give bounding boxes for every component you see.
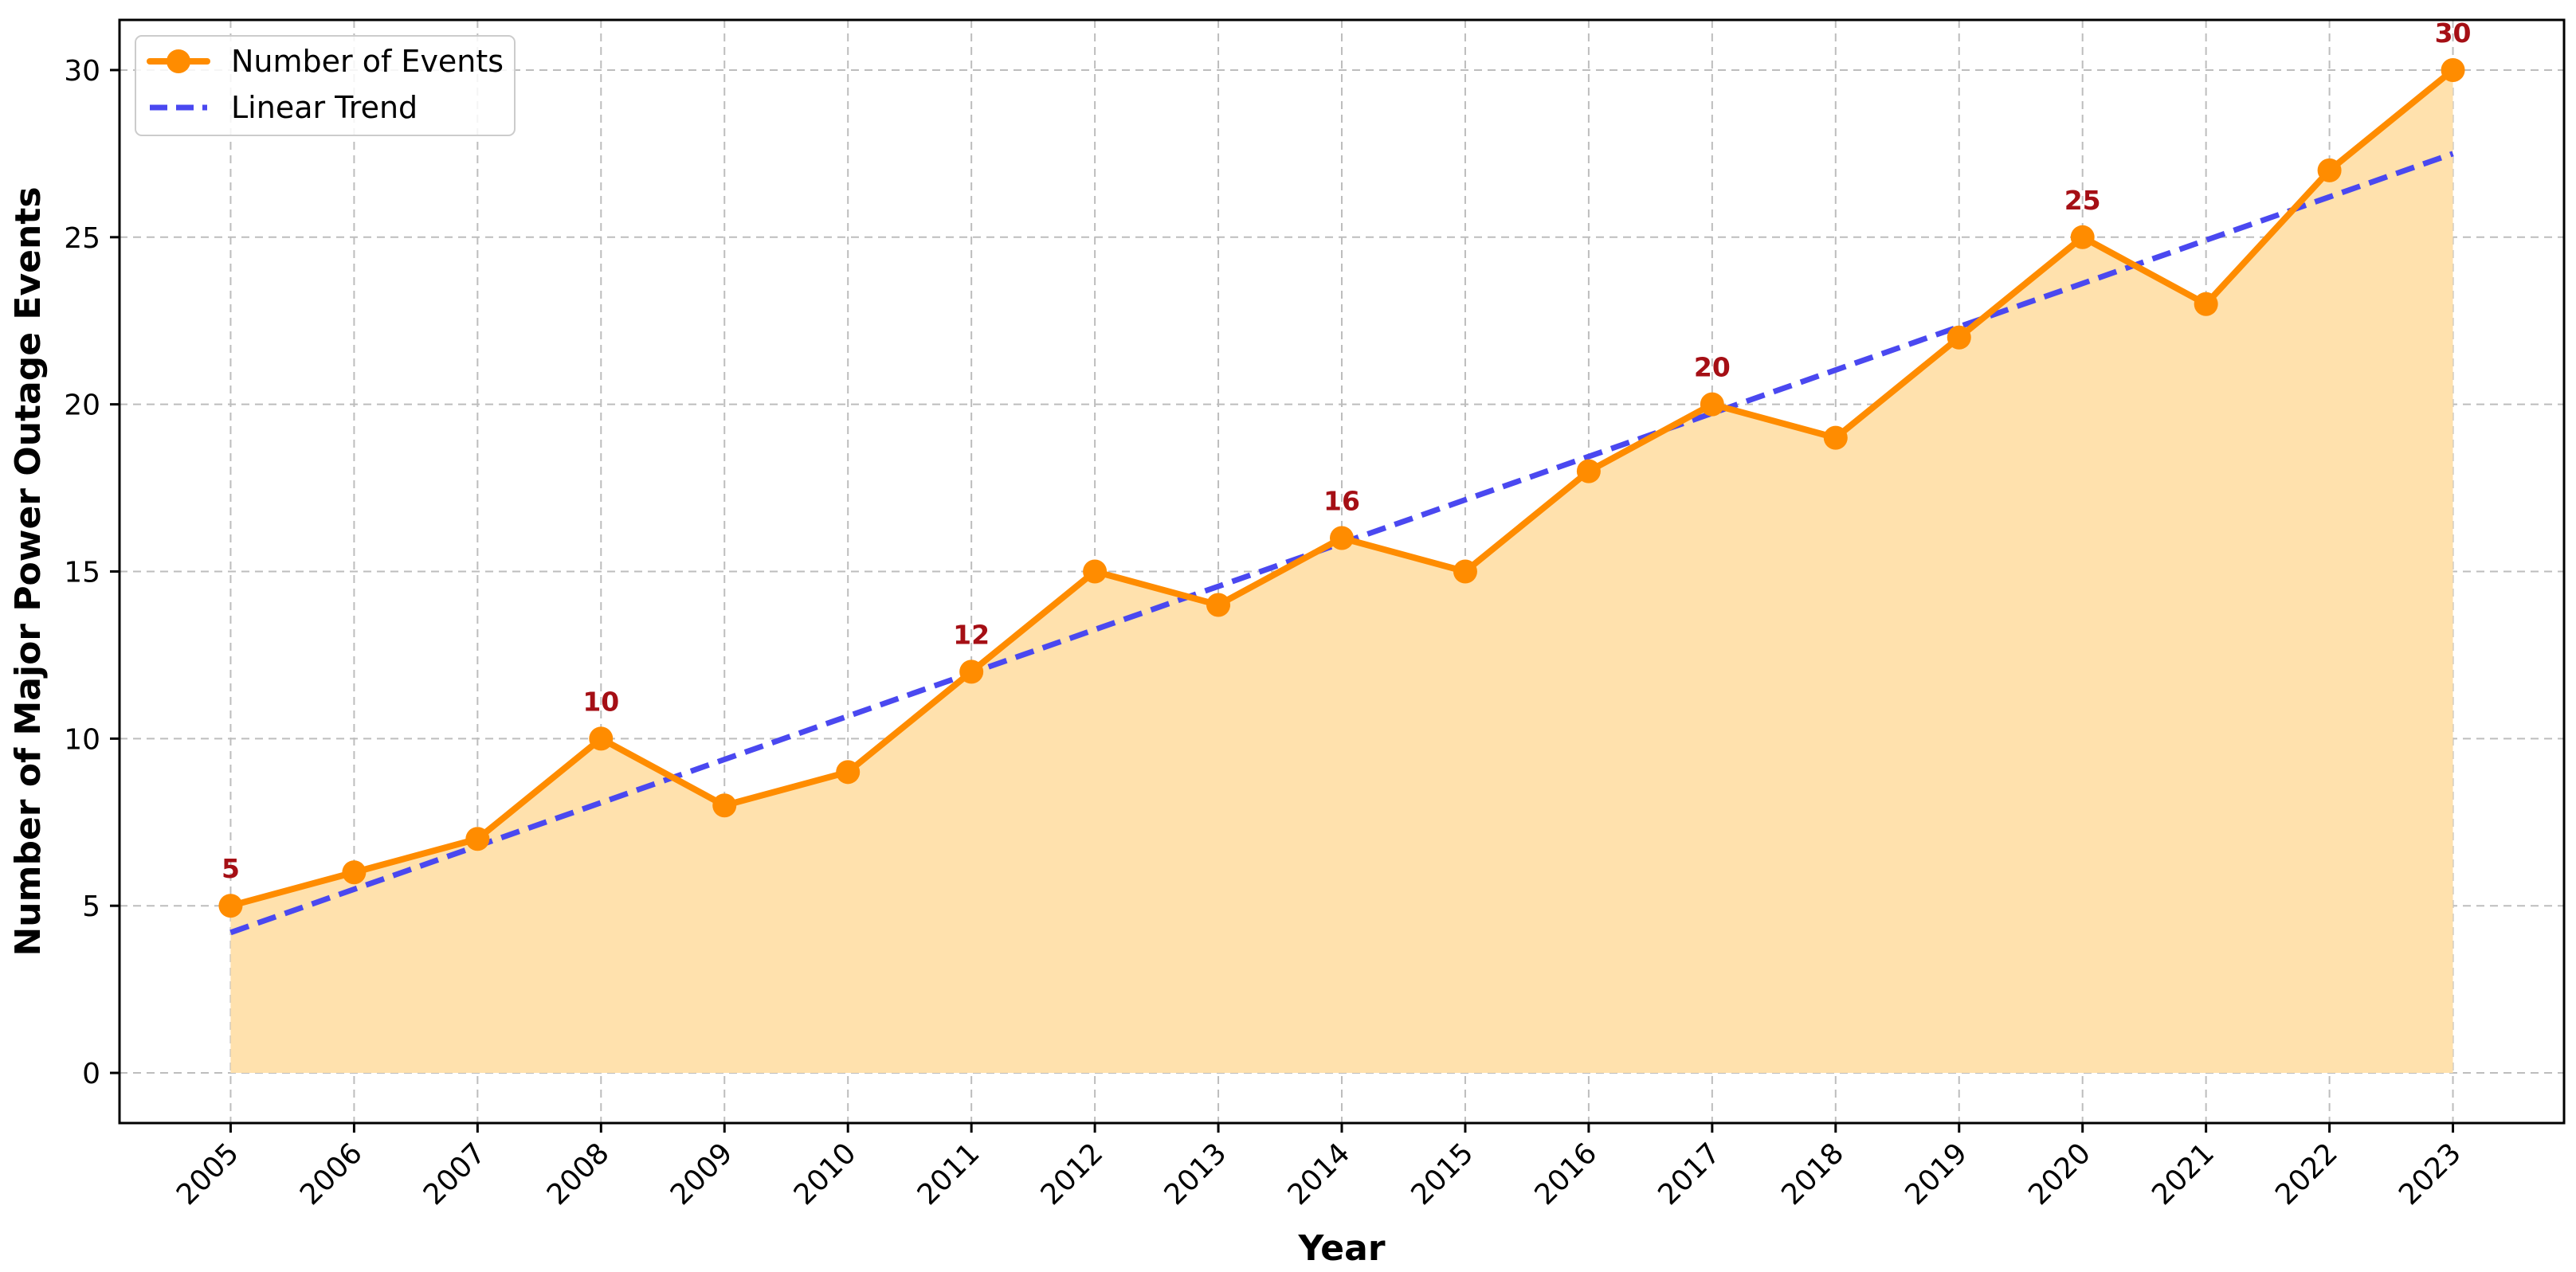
event-marker-2017 [1700,392,1724,417]
data-label-2020: 25 [2064,185,2101,216]
y-tick-label: 0 [82,1058,100,1090]
event-marker-2022 [2317,158,2342,182]
legend-item-events: Number of Events [147,44,504,79]
events-area-fill [230,69,2453,1074]
y-tick-label: 5 [82,890,100,923]
event-marker-2018 [1823,425,1848,450]
legend: Number of Events Linear Trend [135,35,516,136]
y-tick-label: 25 [64,222,100,255]
data-label-2017: 20 [1694,352,1731,383]
data-label-2011: 12 [953,619,990,650]
event-marker-2011 [959,659,984,684]
event-marker-2012 [1083,559,1108,584]
y-axis-label: Number of Major Power Outage Events [8,186,49,956]
event-marker-2005 [218,894,243,918]
event-marker-2009 [712,793,737,818]
legend-item-trend: Linear Trend [150,90,418,125]
data-label-2008: 10 [582,686,619,717]
y-tick-label: 15 [64,557,100,589]
legend-label-events: Number of Events [231,44,504,79]
event-marker-2010 [836,760,861,785]
legend-swatch-events-marker [167,49,190,73]
event-marker-2021 [2194,292,2218,316]
y-tick-label: 30 [64,55,100,88]
event-marker-2014 [1330,526,1354,550]
y-tick-label: 20 [64,389,100,422]
event-marker-2008 [589,726,614,751]
data-label-2014: 16 [1323,486,1360,517]
event-marker-2020 [2070,225,2095,249]
event-marker-2019 [1947,325,1971,350]
data-labels: 5 10 12 16 20 25 30 [222,18,2472,884]
y-tick-label: 10 [64,723,100,756]
legend-box [135,35,516,136]
event-marker-2013 [1206,593,1231,617]
x-axis-label: Year [1297,1228,1385,1269]
event-marker-2006 [342,860,367,885]
event-marker-2016 [1576,459,1601,483]
event-marker-2015 [1453,559,1477,584]
y-axis-ticks: 0 5 10 15 20 25 30 [64,55,120,1090]
legend-label-trend: Linear Trend [231,90,418,125]
data-label-2005: 5 [222,853,240,884]
data-label-2023: 30 [2435,18,2472,49]
events-markers [218,57,2465,918]
event-marker-2023 [2441,57,2465,82]
area-fill-layer [230,69,2453,1074]
event-marker-2007 [465,827,490,851]
